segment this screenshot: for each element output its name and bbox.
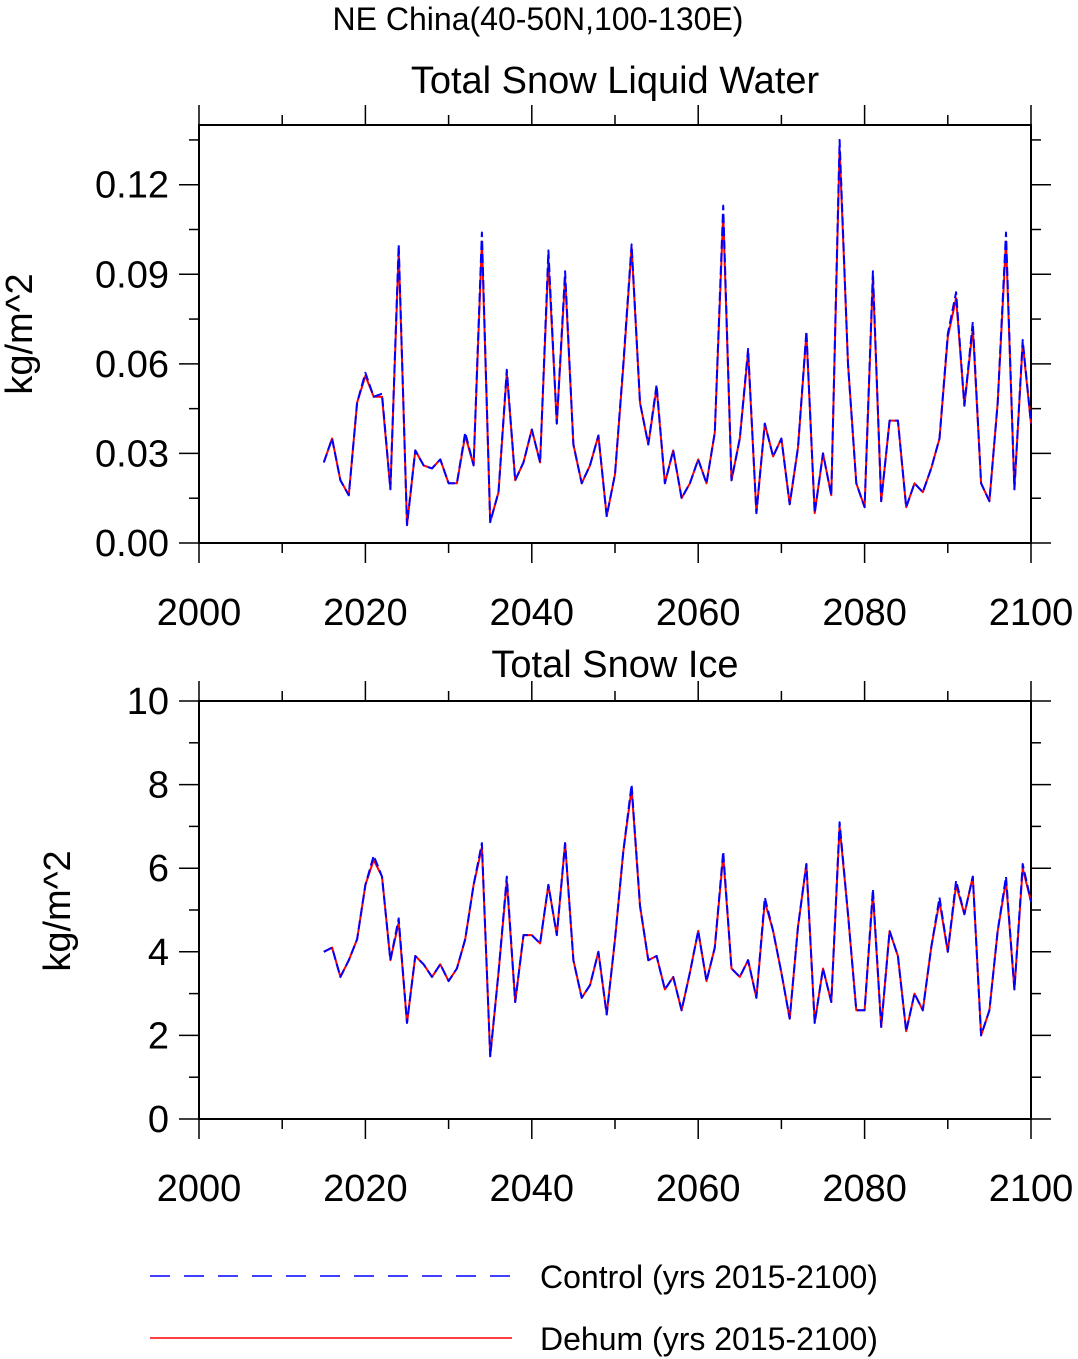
plot-frame <box>198 124 1032 544</box>
panel-title: Total Snow Liquid Water <box>411 60 820 102</box>
panel-snow-liquid-water: Total Snow Liquid Water kg/m^2 2000 2020 2… <box>0 60 1073 634</box>
x-tick-label: 2000 <box>157 592 242 634</box>
legend: Control (yrs 2015-2100) Dehum (yrs 2015-… <box>150 1259 878 1357</box>
plot-frame <box>198 700 1032 1120</box>
panel-title: Total Snow Ice <box>491 644 738 686</box>
x-tick-label: 2040 <box>490 1168 575 1210</box>
y-tick-label: 0 <box>148 1099 169 1141</box>
x-tick-label: 2020 <box>323 1168 408 1210</box>
x-tick-label: 2060 <box>656 1168 741 1210</box>
x-tick-label: 2000 <box>157 1168 242 1210</box>
x-tick-label: 2080 <box>822 592 907 634</box>
y-tick-label: 6 <box>148 848 169 890</box>
y-axis-label: kg/m^2 <box>37 850 79 971</box>
panel-snow-ice: Total Snow Ice kg/m^2 2000 2020 2040 2060 20… <box>37 644 1073 1210</box>
x-tick-label: 2040 <box>490 592 575 634</box>
figure-title: NE China(40-50N,100-130E) <box>333 1 744 37</box>
legend-label-control: Control (yrs 2015-2100) <box>540 1259 878 1295</box>
y-tick-label: 2 <box>148 1015 169 1057</box>
y-tick-label: 8 <box>148 765 169 807</box>
y-tick-label: 0.09 <box>95 254 169 296</box>
y-tick-label: 0.00 <box>95 523 169 565</box>
series-line-control <box>322 138 1032 527</box>
y-tick-label: 0.06 <box>95 344 169 386</box>
x-tick-label: 2100 <box>989 1168 1074 1210</box>
y-axis-label: kg/m^2 <box>0 273 41 394</box>
y-tick-label: 0.03 <box>95 433 169 475</box>
y-tick-label: 10 <box>127 681 169 723</box>
y-tick-label: 4 <box>148 932 169 974</box>
series-line-control <box>323 783 1032 1058</box>
x-tick-label: 2080 <box>822 1168 907 1210</box>
y-tick-label: 0.12 <box>95 165 169 207</box>
x-tick-label: 2100 <box>989 592 1074 634</box>
legend-label-dehum: Dehum (yrs 2015-2100) <box>540 1321 878 1357</box>
x-tick-label: 2020 <box>323 592 408 634</box>
x-tick-label: 2060 <box>656 592 741 634</box>
series-line-dehum <box>323 787 1032 1058</box>
